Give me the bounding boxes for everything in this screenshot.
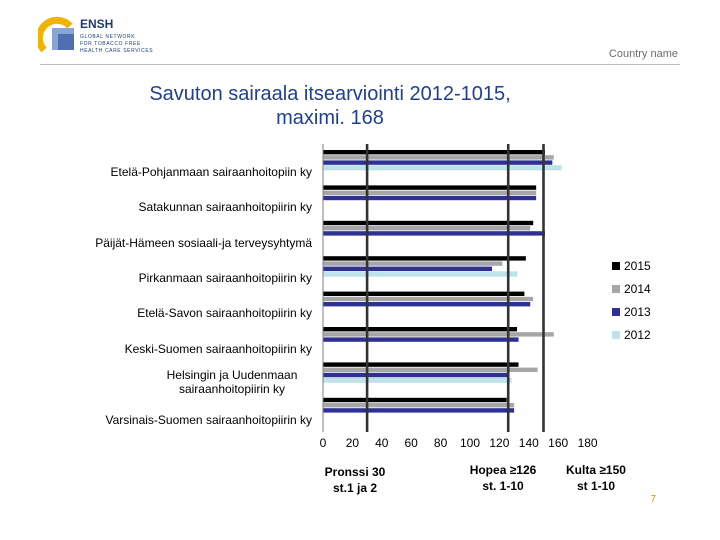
country-name: Country name	[608, 48, 678, 60]
bar-2013-6	[323, 372, 509, 378]
category-label-5: Keski-Suomen sairaanhoitopiirin ky	[124, 341, 312, 356]
category-label-6: Helsingin ja Uudenmaan sairaanhoitopiiri…	[166, 368, 298, 397]
annotation-bronze-line-2: st.1 ja 2	[332, 481, 378, 495]
category-label-7: Varsinais-Suomen sairaanhoitopiirin ky	[105, 412, 312, 427]
annotation-bronze-line-1: Pronssi 30	[324, 465, 386, 479]
logo-tagline-2: FOR TOBACCO FREE	[80, 41, 141, 47]
x-tick-0: 0	[319, 436, 327, 450]
x-tick-180: 180	[577, 436, 598, 450]
page-number: 7	[650, 494, 656, 505]
bar-2014-2	[323, 226, 531, 231]
category-label-3: Pirkanmaan sairaanhoitopiirin ky	[138, 270, 312, 285]
bar-2013-2	[323, 231, 545, 236]
x-tick-160: 160	[548, 436, 569, 450]
legend-item-2015: 2015	[612, 254, 651, 277]
category-label-2: Päijät-Hämeen sosiaali-ja terveysyhtymä	[95, 235, 312, 250]
bar-2014-1	[323, 190, 537, 195]
logo-tagline-3: HEALTH CARE SERVICES	[80, 48, 154, 54]
bar-2015-5	[323, 327, 518, 332]
ensh-logo-mark	[35, 16, 74, 53]
legend-item-2014: 2014	[612, 277, 651, 300]
bar-2015-4	[323, 291, 525, 296]
header-divider	[40, 64, 680, 65]
ensh-logo: ENSH GLOBAL NETWORK FOR TOBACCO FREE HEA…	[35, 16, 208, 66]
annotation-silver: Hopea ≥126 st. 1-10	[448, 462, 558, 494]
legend-label-2015: 2015	[624, 258, 651, 273]
bar-2015-1	[323, 185, 537, 190]
annotation-bronze: Pronssi 30 st.1 ja 2	[300, 464, 410, 496]
bar-2014-5	[323, 332, 554, 337]
x-tick-120: 120	[489, 436, 510, 450]
annotation-gold-line-1: Kulta ≥150	[566, 463, 626, 477]
legend-item-2013: 2013	[612, 300, 651, 323]
annotation-gold-line-2: st 1-10	[576, 479, 616, 493]
bar-2014-7	[323, 403, 515, 408]
category-label-1: Satakunnan sairaanhoitopiirin ky	[138, 200, 312, 215]
annotation-silver-line-2: st. 1-10	[482, 479, 524, 493]
x-tick-60: 60	[404, 436, 418, 450]
x-tick-140: 140	[518, 436, 539, 450]
x-tick-80: 80	[433, 436, 448, 450]
bar-2012-3	[322, 271, 518, 277]
bar-2013-7	[323, 408, 515, 413]
bar-2014-4	[323, 296, 534, 302]
category-label-4: Etelä-Savon sairaanhoitopiirin ky	[137, 306, 312, 321]
bar-2012-0	[322, 165, 562, 171]
legend-swatch-2012	[612, 330, 620, 339]
bar-2015-6	[323, 362, 519, 367]
annotation-gold: Kulta ≥150 st 1-10	[546, 462, 646, 494]
bar-2013-1	[323, 195, 537, 201]
bar-2015-3	[323, 256, 526, 261]
x-tick-100: 100	[459, 436, 481, 450]
bar-2015-7	[323, 397, 507, 403]
bar-2013-0	[323, 160, 553, 165]
x-tick-20: 20	[345, 436, 360, 450]
legend-swatch-2014	[612, 284, 620, 293]
legend-label-2014: 2014	[624, 281, 651, 296]
legend-swatch-2013	[612, 307, 620, 316]
bar-2015-2	[323, 220, 534, 226]
chart-title-line-1: Savuton sairaala itsearviointi 2012-1015…	[149, 83, 511, 105]
x-tick-40: 40	[375, 436, 389, 450]
annotation-silver-line-1: Hopea ≥126	[469, 463, 537, 477]
logo-tagline-1: GLOBAL NETWORK	[80, 34, 136, 40]
chart-title-line-2: maximi. 168	[276, 107, 384, 129]
bar-2013-3	[323, 266, 493, 271]
bar-2015-0	[323, 150, 545, 155]
category-label-0: Etelä-Pohjanmaan sairaanhoitopiin ky	[110, 164, 312, 179]
logo-brand: ENSH	[80, 17, 114, 31]
bar-2014-0	[323, 155, 554, 160]
bar-2014-3	[323, 261, 503, 266]
legend-label-2012: 2012	[624, 327, 651, 342]
chart-title: Savuton sairaala itsearviointi 2012-1015…	[80, 82, 580, 130]
legend-item-2012: 2012	[612, 323, 651, 346]
chart-legend: 2015 2014 2013 2012	[612, 254, 651, 346]
bar-2013-5	[323, 337, 519, 342]
bar-2013-4	[323, 302, 531, 307]
legend-swatch-2015	[612, 261, 620, 270]
legend-label-2013: 2013	[624, 304, 651, 319]
bar-2014-6	[323, 367, 538, 372]
bar-2012-6	[322, 377, 512, 383]
